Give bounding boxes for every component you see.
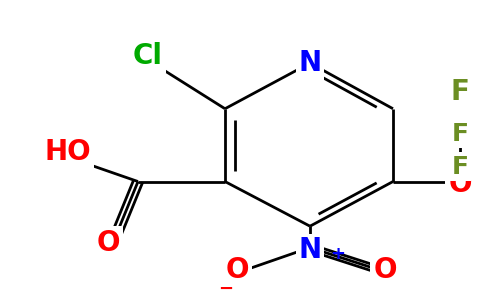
Text: N: N: [299, 49, 321, 77]
Text: O: O: [96, 229, 120, 257]
Text: F: F: [452, 155, 469, 179]
Text: O: O: [448, 170, 472, 199]
Text: HO: HO: [45, 138, 91, 167]
Text: O: O: [373, 256, 397, 284]
Text: −: −: [218, 280, 233, 298]
Text: +: +: [330, 244, 345, 262]
Text: O: O: [225, 256, 249, 284]
Text: F: F: [452, 122, 469, 146]
Text: N: N: [299, 236, 321, 265]
Text: Cl: Cl: [133, 42, 163, 70]
Text: F: F: [451, 78, 469, 106]
